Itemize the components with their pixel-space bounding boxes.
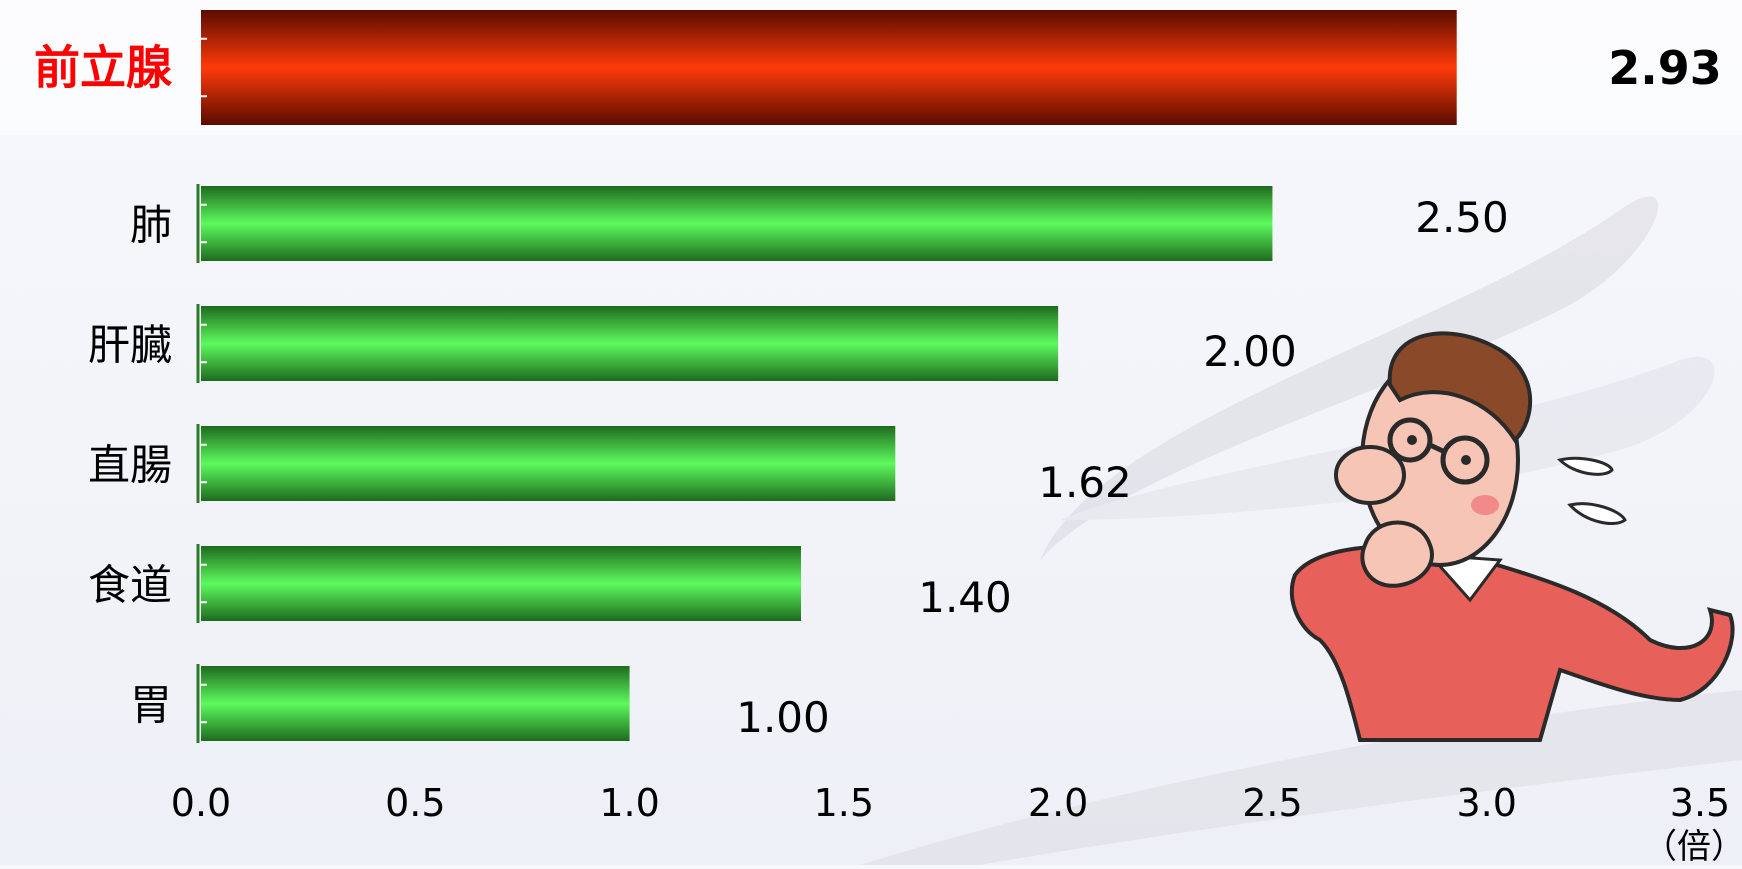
x-tick-label: 0.5 [385,781,445,825]
value-label-highlight: 2.93 [1608,41,1722,95]
x-tick-label: 3.5 [1670,781,1730,825]
category-label: 肺 [130,201,172,250]
x-axis-unit-label: （倍） [1643,827,1742,865]
worried-man-illustration [1289,331,1735,742]
value-label: 2.00 [1203,327,1297,376]
bar [201,546,801,621]
value-label: 1.40 [918,573,1012,622]
value-label: 1.00 [736,693,830,742]
x-tick-label: 1.5 [814,781,874,825]
bar [201,666,630,741]
category-label: 直腸 [88,441,172,490]
x-tick-label: 0.0 [171,781,231,825]
value-label: 2.50 [1415,193,1509,242]
x-tick-label: 2.5 [1242,781,1302,825]
category-label: 食道 [88,561,172,610]
category-label: 肝臓 [88,321,172,370]
background-swirl [860,196,1742,865]
bar [201,186,1273,261]
x-tick-label: 1.0 [599,781,659,825]
value-label: 1.62 [1038,458,1132,507]
bar [201,426,896,501]
bar [201,306,1059,381]
bar-highlight [201,10,1457,125]
category-label-highlight: 前立腺 [34,41,172,95]
x-tick-label: 2.0 [1028,781,1088,825]
x-tick-label: 3.0 [1456,781,1516,825]
category-label: 胃 [130,681,172,730]
